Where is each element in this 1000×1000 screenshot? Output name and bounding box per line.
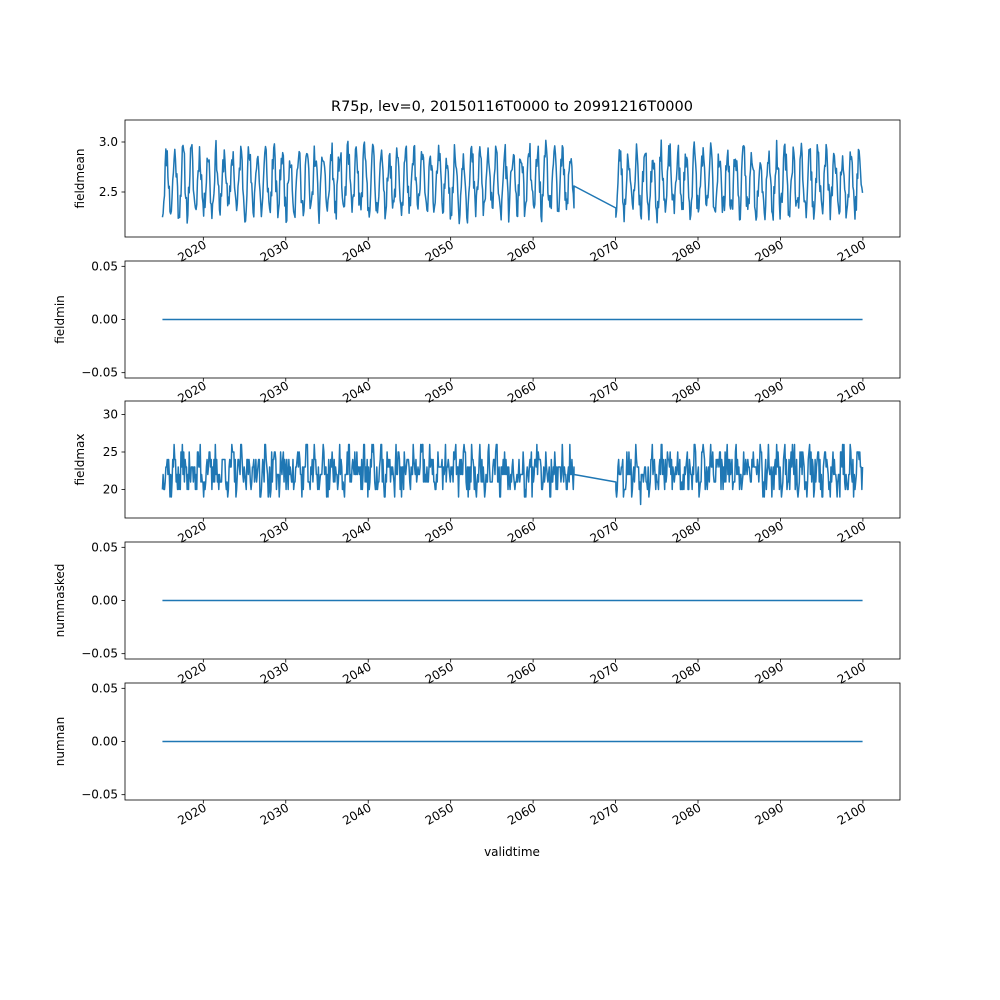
data-line	[161, 443, 864, 506]
series-group	[161, 139, 864, 225]
y-tick-label: 30	[103, 408, 118, 422]
y-tick-label: 0.05	[91, 259, 118, 273]
y-tick-label: 0.00	[91, 735, 118, 749]
axes-frame	[124, 400, 901, 519]
y-tick-label: 2.5	[99, 185, 118, 199]
y-axis-label: numnan	[53, 717, 67, 766]
x-axis-label: validtime	[484, 845, 540, 859]
y-tick-label: −0.05	[81, 788, 118, 802]
y-tick-label: −0.05	[81, 366, 118, 380]
y-axis-label: fieldmean	[73, 149, 87, 209]
y-tick-label: 0.05	[91, 681, 118, 695]
y-tick-label: 0.05	[91, 540, 118, 554]
data-line	[161, 139, 864, 225]
y-tick-label: 0.00	[91, 313, 118, 327]
axes-frame	[124, 119, 901, 238]
series-group	[161, 443, 864, 506]
y-axis-label: fieldmax	[73, 433, 87, 485]
y-tick-label: 0.00	[91, 594, 118, 608]
y-axis-label: nummasked	[53, 564, 67, 638]
y-tick-label: 25	[103, 445, 118, 459]
y-tick-label: −0.05	[81, 647, 118, 661]
y-tick-label: 3.0	[99, 135, 118, 149]
y-tick-label: 20	[103, 483, 118, 497]
figure-title: R75p, lev=0, 20150116T0000 to 20991216T0…	[331, 99, 693, 115]
y-axis-label: fieldmin	[53, 295, 67, 344]
